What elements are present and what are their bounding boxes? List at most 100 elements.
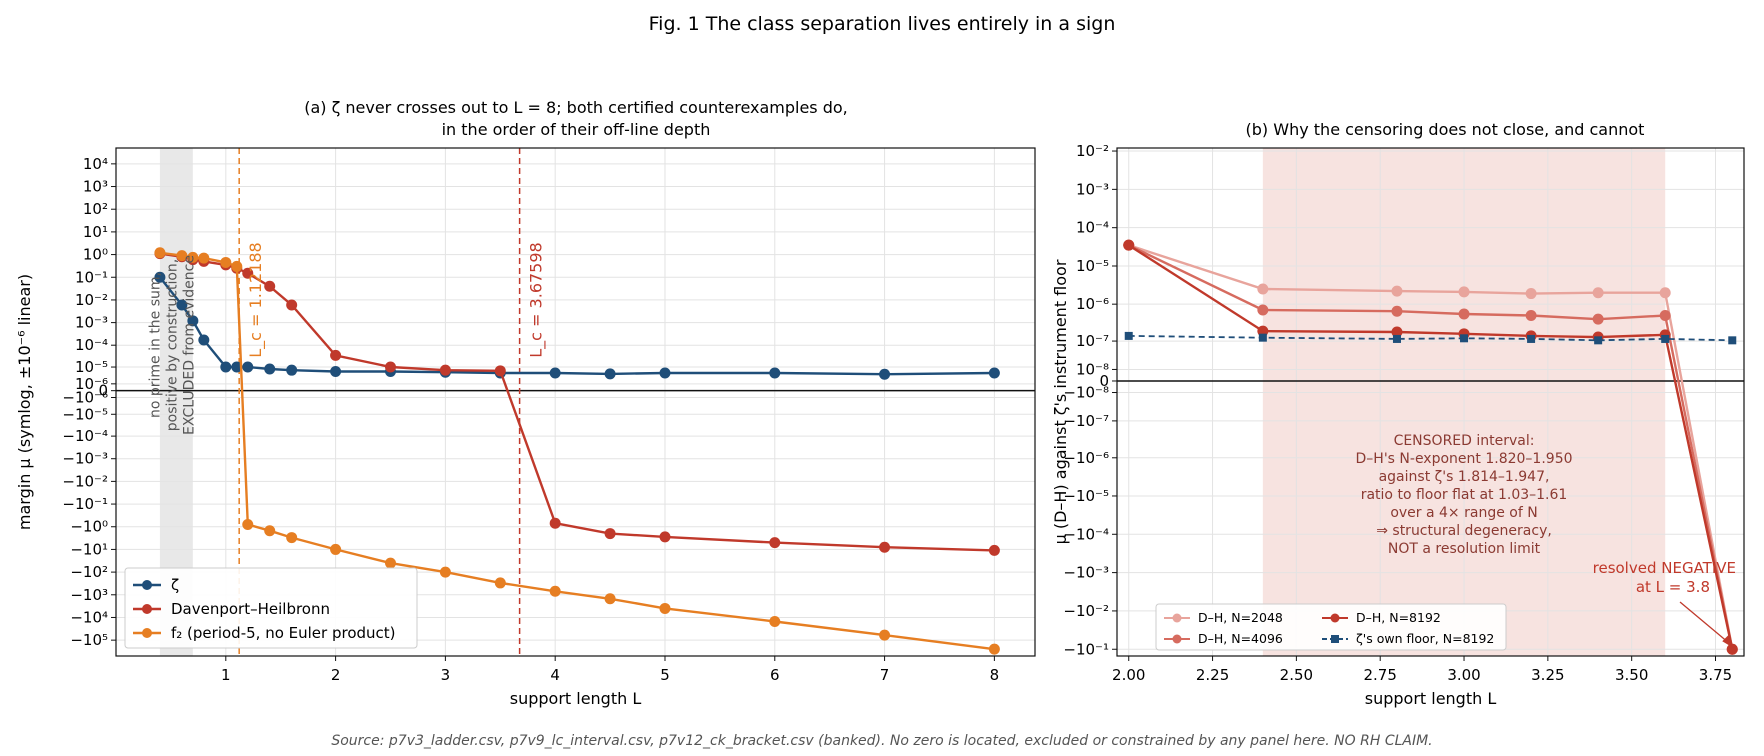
data-point-2 [187, 251, 199, 263]
data-point-2 [549, 585, 561, 597]
y-tick-label: 10⁻⁴ [1076, 219, 1109, 237]
data-point-1 [330, 349, 342, 361]
y-tick-label: −10⁻⁵ [1063, 487, 1109, 505]
data-point-2 [176, 250, 188, 262]
censored-region-label: D–H's N-exponent 1.820–1.950 [1356, 451, 1573, 467]
series-line-2 [1128, 244, 1734, 650]
y-tick-label: 10⁻⁸ [1076, 360, 1109, 378]
y-tick-label: −10⁻⁶ [1063, 449, 1109, 467]
excluded-region-label: no prime in the sum, [147, 272, 163, 418]
legend-box [124, 567, 418, 649]
data-point-1 [604, 528, 616, 540]
panel-b-chart: (b) Why the censoring does not close, an… [1051, 120, 1745, 708]
plot-frame [1116, 147, 1745, 657]
data-point-3 [1661, 334, 1670, 343]
panel-a-title-line-2: in the order of their off-line depth [442, 120, 711, 139]
data-point-0 [264, 363, 276, 375]
data-point-3 [1460, 334, 1469, 343]
data-point-3 [1392, 334, 1401, 343]
data-point-0 [242, 361, 254, 373]
legend-label-2: D–H, N=8192 [1356, 610, 1441, 625]
data-point-0 [1592, 287, 1604, 299]
x-tick-label: 3.50 [1615, 666, 1648, 684]
data-point-3 [1124, 331, 1133, 340]
data-point-1 [1458, 308, 1470, 320]
series-line-1 [159, 252, 995, 552]
y-tick-label: −10⁻² [62, 472, 108, 490]
y-tick-label: −10⁻² [1063, 602, 1109, 620]
data-point-2 [494, 577, 506, 589]
data-point-1 [264, 280, 276, 292]
panel-a-chart: (a) ζ never crosses out to L = 8; both c… [15, 98, 1036, 708]
data-point-2 [769, 615, 781, 627]
x-axis-label: support length L [510, 689, 642, 708]
legend-label-0: D–H, N=2048 [1198, 610, 1283, 625]
data-point-0 [604, 368, 616, 380]
legend-marker-1 [142, 604, 152, 614]
annotation-arrow [1679, 601, 1730, 644]
annotation-arrow-head [1722, 635, 1733, 648]
data-point-1 [1659, 310, 1671, 322]
data-point-0 [879, 368, 891, 380]
data-point-2 [330, 543, 342, 555]
censored-region-label: ⇒ structural degeneracy, [1376, 523, 1552, 539]
data-point-1 [286, 299, 298, 311]
legend-marker-0 [1172, 613, 1182, 623]
x-tick-label: 7 [880, 666, 890, 684]
series-line-1 [1128, 244, 1734, 650]
excluded-region-label: EXCLUDED from evidence [181, 255, 197, 435]
data-point-0 [198, 334, 210, 346]
data-point-1 [988, 544, 1000, 556]
data-point-0 [187, 315, 199, 327]
data-point-0 [154, 271, 166, 283]
legend-marker-0 [142, 580, 152, 590]
y-tick-label: 10⁻³ [1076, 180, 1109, 198]
data-point-1 [439, 364, 451, 376]
y-tick-label: 10⁻⁵ [75, 358, 108, 376]
y-tick-label: 10⁻² [75, 291, 108, 309]
data-point-2 [1726, 643, 1738, 655]
censored-region-label: over a 4× range of N [1390, 505, 1537, 521]
y-tick-label: −10⁵ [70, 631, 108, 649]
data-point-0 [1659, 287, 1671, 299]
data-point-2 [439, 566, 451, 578]
data-point-3 [1527, 334, 1536, 343]
legend-marker-1 [1172, 634, 1182, 644]
y-tick-label: −10⁴ [70, 608, 108, 626]
y-tick-label: −10⁻⁶ [62, 388, 108, 406]
legend-label-3: ζ's own floor, N=8192 [1356, 631, 1494, 646]
data-point-1 [1525, 310, 1537, 322]
annotation-line-2: at L = 3.8 [1636, 578, 1710, 596]
x-tick-label: 6 [770, 666, 780, 684]
data-point-0 [220, 361, 232, 373]
data-point-0 [286, 364, 298, 376]
y-tick-label: −10¹ [70, 540, 108, 558]
data-point-2 [879, 629, 891, 641]
data-point-1 [494, 365, 506, 377]
data-point-0 [1458, 286, 1470, 298]
data-point-0 [330, 365, 342, 377]
x-tick-label: 2 [331, 666, 341, 684]
x-tick-label: 8 [990, 666, 1000, 684]
y-tick-label: −10⁻⁵ [62, 405, 108, 423]
y-tick-label: 10⁻² [1076, 142, 1109, 160]
data-point-2 [242, 519, 254, 531]
y-tick-label: 10⁻⁵ [1076, 257, 1109, 275]
legend-label-1: Davenport–Heilbronn [171, 600, 330, 618]
data-point-0 [231, 361, 243, 373]
critical-length-label: L_c = 3.67598 [527, 242, 547, 357]
data-point-0 [549, 367, 561, 379]
y-axis-label: μ (D–H) against ζ's instrument floor [1051, 259, 1070, 544]
data-point-2 [1123, 239, 1135, 251]
y-tick-label: −10⁻¹ [1063, 640, 1109, 658]
x-tick-label: 5 [660, 666, 670, 684]
data-point-2 [384, 557, 396, 569]
y-tick-label: 10⁻⁶ [75, 375, 108, 393]
source-note: Source: p7v3_ladder.csv, p7v9_lc_interva… [331, 733, 1432, 749]
legend-label-0: ζ [171, 576, 179, 594]
data-point-1 [659, 531, 671, 543]
x-axis-label: support length L [1365, 689, 1497, 708]
data-point-1 [549, 517, 561, 529]
x-tick-label: 2.75 [1364, 666, 1397, 684]
